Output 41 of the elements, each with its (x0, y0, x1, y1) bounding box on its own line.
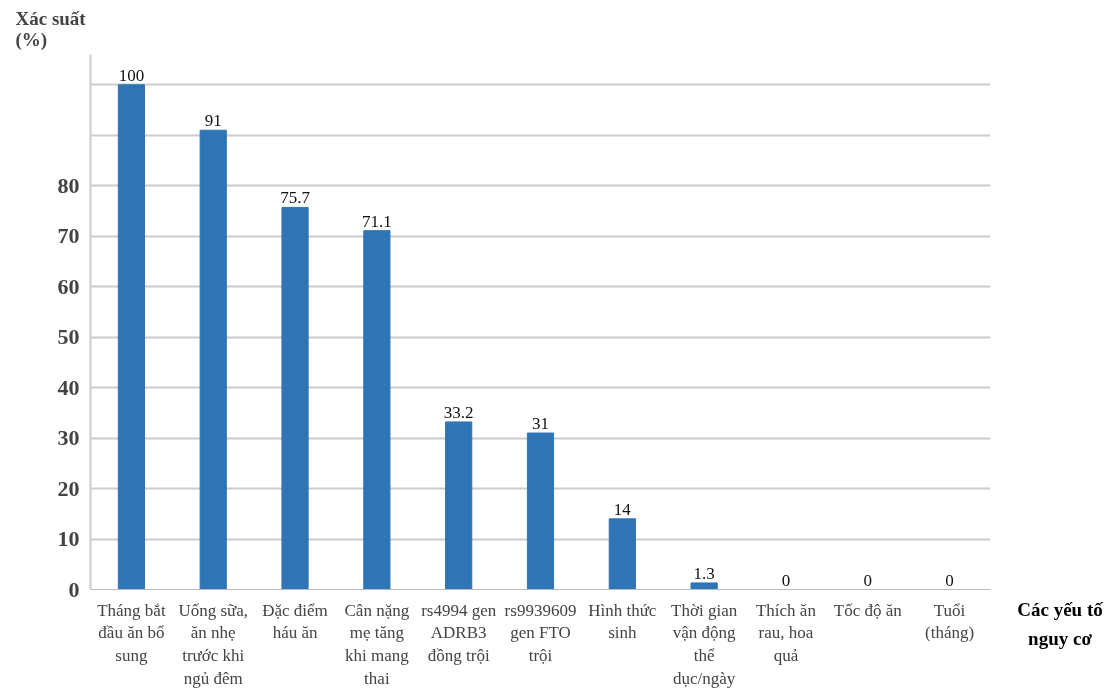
y-tick-label: 80 (57, 172, 80, 198)
data-label: 33.2 (443, 402, 474, 422)
y-axis-title: Xác suất (%) (15, 7, 87, 51)
data-label: 0 (781, 570, 791, 590)
data-label: 91 (204, 111, 222, 131)
x-tick-label: Tháng bắt đầu ăn bổ sung (97, 600, 166, 666)
x-tick-label: Thích ăn rau, hoa quả (755, 600, 817, 666)
x-tick-label: Hình thức sinh (588, 600, 657, 643)
x-tick-label: Uống sữa, ăn nhẹ trước khi ngủ đêm (178, 600, 249, 688)
data-label: 14 (613, 499, 632, 519)
data-label: 0 (945, 570, 954, 590)
y-tick-label: 30 (57, 425, 80, 451)
x-tick-label: rs9939609 gen FTO trội (504, 600, 577, 666)
bar (363, 230, 391, 590)
data-label: 71.1 (361, 211, 392, 231)
data-label: 31 (532, 414, 549, 434)
x-tick-label: Thời gian vận động thể dục/ngày (671, 600, 738, 688)
bar (526, 432, 555, 590)
x-axis-title: Các yếu tố nguy cơ (1017, 598, 1103, 651)
y-tick-label: 10 (57, 526, 80, 552)
x-tick-label: Tốc độ ăn (833, 600, 903, 620)
data-label: 0 (863, 570, 873, 590)
bar (445, 421, 473, 590)
data-label: 75.7 (280, 188, 311, 208)
data-label: 1.3 (693, 563, 715, 583)
x-tick-label: rs4994 gen ADRB3 đồng trội (421, 600, 497, 666)
bar (199, 129, 227, 590)
y-tick-label: 60 (57, 273, 80, 299)
y-tick-label: 70 (57, 223, 80, 249)
bar (117, 84, 145, 590)
bar (690, 582, 718, 590)
bar (608, 518, 636, 590)
data-label: 100 (118, 65, 145, 85)
x-tick-label: Cân nặng mẹ tăng khi mang thai (344, 600, 410, 688)
x-tick-label: Tuổi (tháng) (925, 600, 975, 643)
x-tick-label: Đặc điểm háu ăn (262, 600, 328, 643)
y-tick-label: 50 (57, 324, 80, 350)
bar (281, 206, 309, 590)
y-tick-label: 40 (57, 374, 80, 400)
y-tick-label: 20 (57, 475, 80, 501)
y-tick-label: 0 (68, 576, 80, 602)
